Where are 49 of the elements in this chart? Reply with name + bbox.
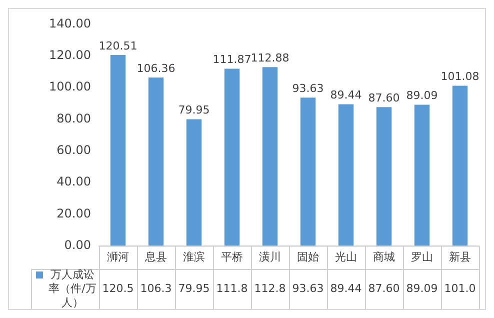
y-tick-label: 60.00 — [56, 142, 91, 157]
x-tick-label: 光山 — [335, 250, 357, 264]
data-label: 89.09 — [406, 89, 438, 102]
x-tick-label: 商城 — [373, 250, 395, 264]
data-label: 101.08 — [440, 70, 480, 84]
data-label: 93.63 — [292, 82, 324, 95]
data-label: 106.36 — [136, 62, 176, 75]
bar — [452, 86, 468, 246]
x-tick-label: 潢川 — [259, 250, 281, 264]
data-label: 112.88 — [250, 51, 290, 64]
legend-label: 万人成讼率（件/万人） — [48, 268, 96, 309]
text: 89.09 — [406, 282, 438, 295]
x-tick-label: 罗山 — [411, 250, 433, 264]
y-tick-label: 120.00 — [49, 48, 91, 62]
text: 101.0 — [444, 282, 476, 295]
bar — [262, 67, 278, 246]
bar — [300, 98, 316, 246]
bar — [376, 107, 392, 246]
text: 89.44 — [330, 282, 362, 295]
bar — [414, 104, 430, 246]
x-tick-label: 息县 — [144, 250, 167, 264]
data-label: 79.95 — [178, 104, 210, 117]
y-tick-label: 140.00 — [49, 16, 91, 30]
data-label: 120.51 — [98, 39, 138, 52]
x-tick-label: 新县 — [449, 250, 471, 264]
data-label: 89.44 — [330, 88, 362, 102]
text: 93.63 — [292, 282, 324, 295]
bar — [148, 77, 164, 246]
bar — [186, 119, 202, 246]
y-tick-label: 20.00 — [56, 206, 91, 220]
text: 79.95 — [178, 282, 210, 295]
text: 120.5 — [102, 282, 134, 295]
data-label: 111.87 — [212, 53, 252, 66]
text: 87.60 — [368, 282, 400, 295]
y-tick-label: 100.00 — [49, 80, 91, 94]
x-tick-label: 浉河 — [107, 250, 129, 264]
x-tick-label: 固始 — [297, 250, 319, 264]
text: 111.8 — [216, 282, 248, 295]
y-tick-label: 80.00 — [56, 111, 91, 126]
bar — [338, 104, 354, 246]
y-tick-label: 40.00 — [56, 174, 91, 189]
text: 112.8 — [254, 282, 286, 295]
text: 106.3 — [140, 282, 172, 295]
bar — [110, 55, 126, 246]
x-tick-label: 淮滨 — [183, 250, 205, 264]
data-label: 87.60 — [368, 92, 400, 104]
y-tick-label: 0.00 — [64, 238, 91, 252]
x-tick-label: 平桥 — [221, 250, 243, 264]
bar — [224, 68, 240, 246]
